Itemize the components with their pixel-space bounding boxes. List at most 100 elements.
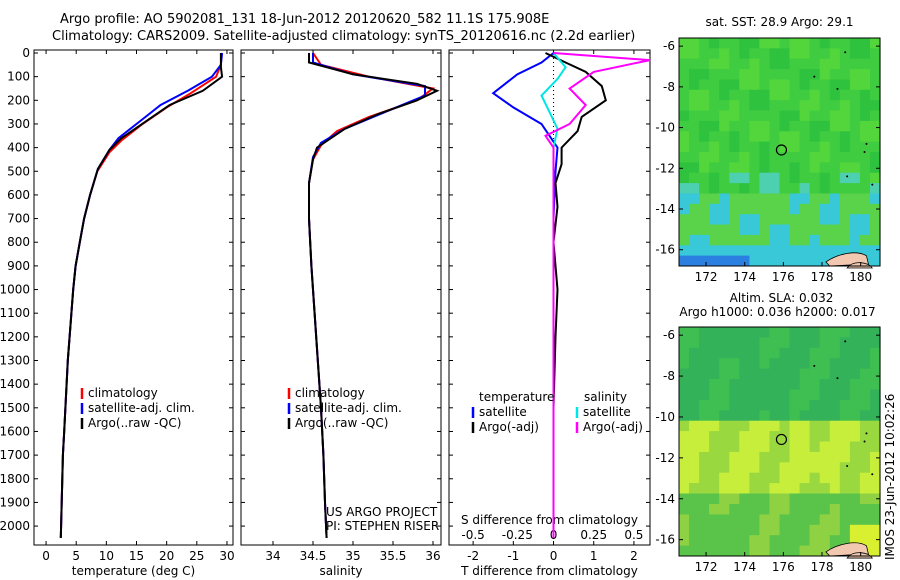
x-tick-label: 172	[695, 270, 718, 284]
map-cell	[799, 504, 811, 515]
map-cell	[859, 514, 871, 526]
x-tick-label: 0	[42, 549, 50, 563]
map-cell	[699, 162, 710, 174]
map-cell	[829, 203, 841, 215]
map-cell	[829, 141, 841, 153]
timestamp-stamp: IMOS 23-Jun-2012 10:02:26	[883, 393, 897, 560]
map-cell	[749, 48, 760, 60]
map-cell	[819, 183, 831, 194]
map-cell	[759, 152, 770, 163]
map-cell	[699, 234, 710, 246]
map-cell	[699, 38, 710, 49]
map-cell	[729, 441, 740, 453]
map-cell	[769, 48, 781, 60]
map-cell	[809, 120, 821, 132]
map-cell	[749, 514, 760, 526]
x-tick-label: 180	[849, 270, 872, 284]
map-cell	[849, 535, 861, 547]
map-cell	[679, 193, 690, 205]
map-cell	[779, 48, 791, 60]
islet-mark	[844, 340, 847, 343]
map-cell	[789, 79, 801, 91]
map-cell	[729, 327, 740, 338]
map-cell	[849, 193, 861, 205]
legend-label: Argo(-adj)	[583, 420, 643, 434]
map-cell	[799, 337, 811, 349]
map-cell	[679, 347, 690, 359]
map-cell	[779, 327, 791, 338]
argo-float-marker	[775, 433, 788, 446]
map-cell	[689, 327, 700, 338]
map-cell	[809, 451, 821, 463]
map-cell	[749, 100, 760, 112]
map-cell	[769, 431, 781, 442]
map-cell	[759, 504, 770, 515]
map-cell	[749, 379, 760, 390]
map-cell	[859, 389, 871, 401]
map-cell	[809, 162, 821, 174]
map-cell	[779, 89, 791, 101]
map-cell	[739, 152, 750, 163]
map-cell	[719, 514, 730, 526]
map-cell	[749, 451, 760, 463]
map-cell	[769, 379, 781, 390]
map-cell	[859, 172, 871, 184]
map-cell	[689, 431, 700, 442]
map-cell	[679, 337, 690, 349]
map-cell	[819, 420, 831, 432]
map-cell	[819, 410, 831, 422]
map-cell	[749, 224, 760, 236]
map-cell	[709, 79, 720, 91]
map-cell	[799, 183, 811, 194]
map-cell	[789, 410, 801, 422]
map-cell	[729, 514, 740, 526]
map-cell	[789, 152, 801, 163]
map-cell	[679, 441, 690, 453]
map-cell	[759, 535, 770, 547]
map-cell	[870, 389, 881, 401]
map-cell	[689, 214, 700, 226]
map-cell	[719, 347, 730, 359]
map-cell	[789, 514, 801, 526]
map-cell	[789, 431, 801, 442]
map-cell	[759, 379, 770, 390]
x-tick-label: 1	[590, 549, 598, 563]
map-cell	[859, 141, 871, 153]
x-tick-label: -2	[467, 549, 479, 563]
map-cell	[759, 255, 770, 267]
map-cell	[829, 493, 841, 505]
map-cell	[799, 214, 811, 226]
map-cell	[789, 203, 801, 215]
map-cell	[839, 524, 851, 536]
map-cell	[759, 441, 770, 453]
map-cell	[769, 472, 781, 484]
map-cell	[870, 58, 881, 70]
map-cell	[709, 131, 720, 143]
map-cell	[809, 183, 821, 194]
map-cell	[849, 224, 861, 236]
map-cell	[849, 358, 861, 370]
map-cell	[779, 245, 791, 257]
map-cell	[729, 89, 740, 101]
map-cell	[809, 79, 821, 91]
map-cell	[819, 451, 831, 463]
map-cell	[719, 203, 730, 215]
x-axis-label: temperature (deg C)	[72, 564, 195, 578]
map-cell	[759, 483, 770, 494]
map-cell	[809, 89, 821, 101]
map-cell	[829, 48, 841, 60]
map-cell	[859, 493, 871, 505]
map-cell	[870, 535, 881, 547]
map-cell	[769, 483, 781, 494]
map-cell	[849, 245, 861, 257]
map-cell	[849, 152, 861, 163]
map-cell	[870, 347, 881, 359]
map-cell	[699, 462, 710, 474]
map-cell	[719, 399, 730, 411]
map-cell	[829, 79, 841, 91]
map-cell	[829, 410, 841, 422]
map-cell	[779, 504, 791, 515]
map-cell	[870, 493, 881, 505]
map-cell	[759, 389, 770, 401]
